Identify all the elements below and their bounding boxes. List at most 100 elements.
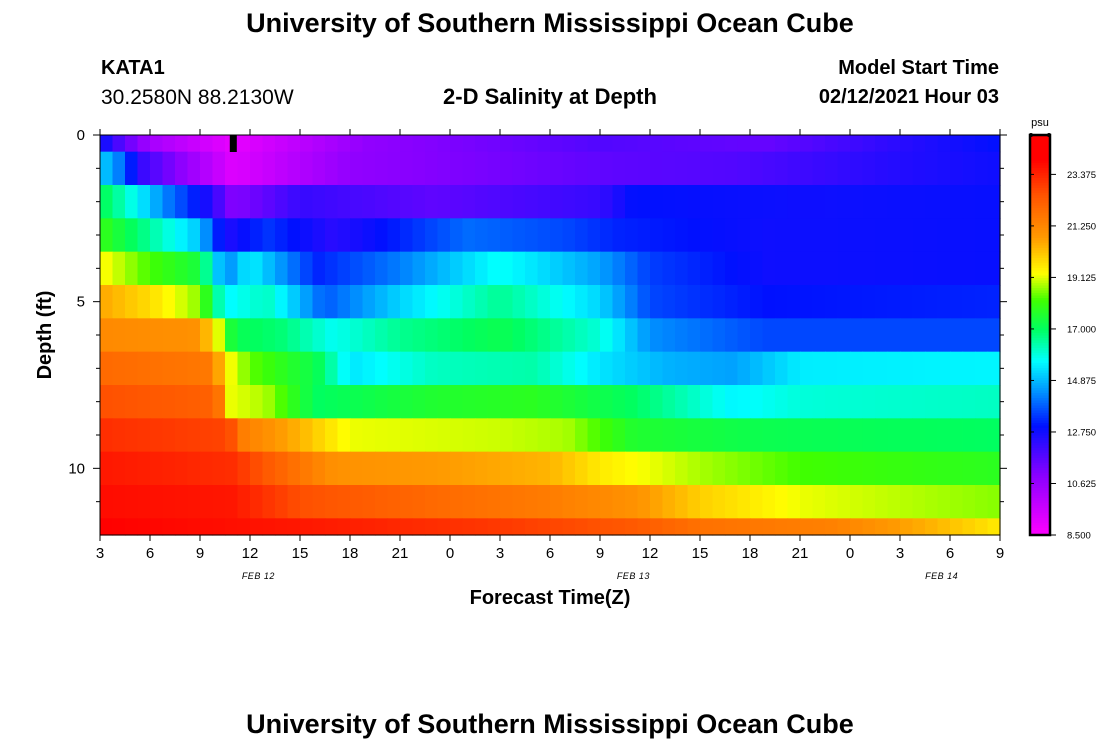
heatmap-cell (725, 135, 739, 153)
heatmap-cell (425, 251, 439, 286)
heatmap-cell (925, 318, 939, 353)
colorbar-segment (1030, 262, 1050, 266)
heatmap-cell (775, 151, 789, 186)
heatmap-cell (675, 151, 689, 186)
heatmap-cell (275, 318, 289, 353)
heatmap-cell (912, 318, 926, 353)
heatmap-cell (337, 151, 351, 186)
heatmap-cell (162, 185, 176, 219)
colorbar-segment (1030, 217, 1050, 221)
heatmap-cell (362, 218, 376, 253)
heatmap-cell (187, 385, 201, 419)
heatmap-cell (200, 418, 214, 453)
heatmap-cell (975, 135, 989, 153)
heatmap-cell (300, 418, 314, 453)
heatmap-cell (675, 385, 689, 419)
heatmap-cell (562, 285, 576, 319)
heatmap-cell (325, 385, 339, 419)
heatmap-cell (762, 451, 776, 486)
heatmap-cell (200, 285, 214, 319)
y-axis-label: Depth (ft) (34, 291, 56, 380)
heatmap-cell (375, 151, 389, 186)
heatmap-cell (900, 135, 914, 153)
heatmap-cell (712, 151, 726, 186)
heatmap-cell (362, 135, 376, 153)
heatmap-cell (562, 418, 576, 453)
heatmap-cell (600, 285, 614, 319)
heatmap-cell (675, 251, 689, 286)
colorbar-segment (1030, 290, 1050, 293)
heatmap-cell (137, 285, 151, 319)
heatmap-cell (700, 351, 714, 386)
heatmap-cell (862, 218, 876, 253)
heatmap-cell (512, 418, 526, 453)
heatmap-cell (337, 251, 351, 286)
heatmap-cell (912, 151, 926, 186)
colorbar-segment (1030, 267, 1050, 271)
heatmap-cell (337, 518, 351, 536)
heatmap-cell (825, 151, 839, 186)
heatmap-cell (850, 185, 864, 219)
heatmap-cell (650, 518, 664, 536)
heatmap-cell (975, 351, 989, 386)
heatmap-cell (987, 251, 1001, 286)
heatmap-cell (662, 485, 676, 519)
colorbar-segment (1030, 170, 1050, 173)
heatmap-cell (675, 485, 689, 519)
heatmap-cell (150, 451, 164, 486)
heatmap-cell (437, 385, 451, 419)
heatmap-cell (425, 351, 439, 386)
heatmap-cell (275, 485, 289, 519)
colorbar-segment (1030, 137, 1050, 141)
heatmap-cell (100, 151, 114, 186)
heatmap-cell (875, 251, 889, 286)
colorbar-tick-label: 8.500 (1067, 531, 1091, 542)
heatmap-cell (862, 185, 876, 219)
heatmap-cell (137, 135, 151, 153)
colorbar-segment (1030, 417, 1050, 421)
heatmap-cell (412, 351, 426, 386)
heatmap-cell (300, 185, 314, 219)
heatmap-cell (987, 185, 1001, 219)
heatmap-cell (375, 418, 389, 453)
heatmap-cell (275, 135, 289, 153)
heatmap-cell (525, 285, 539, 319)
heatmap-cell (837, 485, 851, 519)
heatmap-cell (125, 418, 139, 453)
colorbar-segment (1030, 292, 1050, 296)
heatmap-cell (400, 135, 414, 153)
colorbar-segment (1030, 362, 1050, 366)
heatmap-cell (500, 285, 514, 319)
heatmap-cell (700, 385, 714, 419)
colorbar-segment (1030, 380, 1050, 383)
colorbar-segment (1030, 202, 1050, 206)
heatmap-cell (837, 285, 851, 319)
heatmap-cell (512, 218, 526, 253)
heatmap-cell (112, 251, 126, 286)
heatmap-cell (237, 151, 251, 186)
colorbar-segment (1030, 227, 1050, 231)
heatmap-cell (475, 485, 489, 519)
heatmap-cell (762, 418, 776, 453)
heatmap-cell (237, 285, 251, 319)
heatmap-cell (300, 285, 314, 319)
heatmap-cell (562, 318, 576, 353)
heatmap-cell (212, 485, 226, 519)
heatmap-cell (262, 151, 276, 186)
heatmap-cell (450, 518, 464, 536)
heatmap-cell (762, 151, 776, 186)
x-tick-label: 15 (292, 545, 309, 562)
heatmap-cell (675, 285, 689, 319)
heatmap-cell (150, 318, 164, 353)
heatmap-cell (662, 318, 676, 353)
heatmap-cell (787, 485, 801, 519)
heatmap-cell (875, 385, 889, 419)
x-tick-label: 6 (946, 545, 954, 562)
heatmap-cell (587, 151, 601, 186)
heatmap-cell (175, 251, 189, 286)
heatmap-cell (250, 451, 264, 486)
heatmap-cell (725, 318, 739, 353)
heatmap-cell (625, 285, 639, 319)
heatmap-cell (700, 135, 714, 153)
heatmap-cell (487, 351, 501, 386)
